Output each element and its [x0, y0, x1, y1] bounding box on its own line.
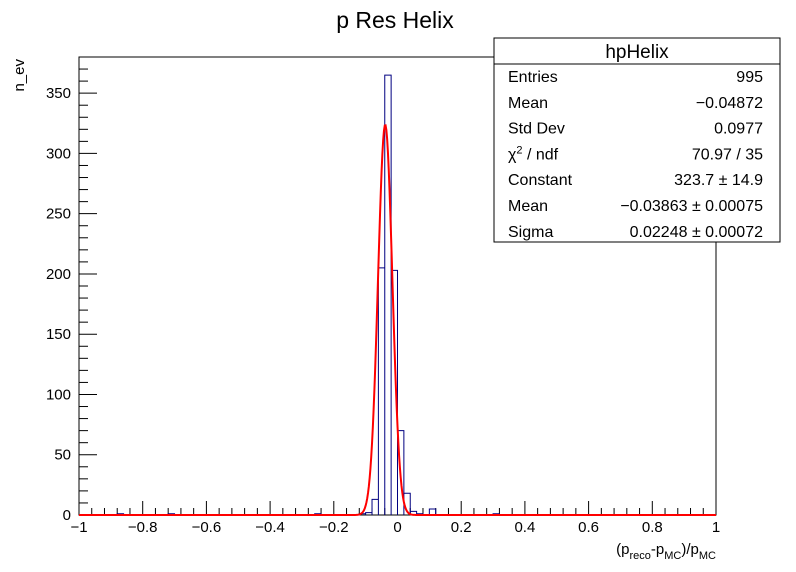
x-tick-label: 1: [712, 519, 720, 536]
x-tick-label: 0.2: [451, 519, 472, 536]
stats-box: hpHelix Entries 995 Mean −0.04872 Std Dev 0.0…: [493, 37, 781, 243]
x-axis-label-part: )/p: [681, 541, 699, 558]
stats-rows: Entries 995 Mean −0.04872 Std Dev 0.0977 χ2 / …: [508, 69, 763, 241]
y-tick-label: 350: [46, 85, 71, 102]
x-tick-label: −0.2: [319, 519, 349, 536]
stats-row-value: 0.02248 ± 0.00072: [630, 224, 763, 241]
y-tick-label: 300: [46, 145, 71, 162]
y-axis-ticks: 0 50 100 150 200 250 300 350: [46, 68, 97, 524]
x-axis-label-part: (p: [616, 541, 629, 558]
stats-row-value: 70.97 / 35: [692, 146, 763, 163]
y-tick-label: 250: [46, 206, 71, 223]
stats-row-label: Sigma: [508, 224, 553, 241]
stats-label-text: χ: [508, 146, 517, 163]
x-tick-label: −1: [70, 519, 87, 536]
x-tick-label: −0.8: [128, 519, 158, 536]
x-axis-label: (preco-pMC)/pMC: [616, 541, 716, 562]
x-axis-ticks: −1 −0.8 −0.6 −0.4 −0.2 0 0.2 0.4 0.6 0.8 1: [70, 501, 720, 536]
stats-row-label: χ2 / ndf: [508, 144, 559, 163]
gaussian-fit-curve: [79, 124, 716, 516]
stats-box-title: hpHelix: [605, 42, 669, 63]
stats-row-label: Std Dev: [508, 121, 565, 138]
y-tick-label: 150: [46, 326, 71, 343]
x-tick-label: 0: [393, 519, 401, 536]
x-axis-label-subscript: MC: [664, 550, 681, 562]
stats-row-value: −0.04872: [696, 95, 763, 112]
fit-curve: [79, 124, 716, 516]
stats-label-text: Mean: [508, 198, 548, 215]
stats-row-value: 995: [736, 69, 763, 86]
y-axis-label: n_ev: [11, 59, 28, 92]
x-tick-label: 0.4: [514, 519, 535, 536]
stats-row-label: Constant: [508, 172, 573, 189]
y-tick-label: 200: [46, 266, 71, 283]
stats-row-value: 323.7 ± 14.9: [674, 172, 763, 189]
chart-title: p Res Helix: [336, 7, 454, 33]
x-axis-label-subscript: reco: [630, 550, 651, 562]
stats-label-text: Std Dev: [508, 121, 565, 138]
x-tick-label: 0.8: [642, 519, 663, 536]
stats-row-label: Entries: [508, 69, 558, 86]
x-axis-label-subscript: MC: [699, 550, 716, 562]
y-tick-label: 0: [63, 507, 71, 524]
y-tick-label: 100: [46, 386, 71, 403]
histogram-bin: [372, 499, 378, 515]
stats-label-superscript: 2: [516, 144, 522, 156]
stats-row-value: −0.03863 ± 0.00075: [620, 198, 763, 215]
y-tick-label: 50: [54, 447, 71, 464]
stats-label-text: Sigma: [508, 224, 553, 241]
stats-label-text: / ndf: [523, 146, 559, 163]
stats-row-value: 0.0977: [714, 121, 763, 138]
x-tick-label: 0.6: [578, 519, 599, 536]
stats-row-label: Mean: [508, 198, 548, 215]
stats-row-label: Mean: [508, 95, 548, 112]
stats-label-text: Entries: [508, 69, 558, 86]
x-tick-label: −0.6: [192, 519, 222, 536]
x-tick-label: −0.4: [255, 519, 285, 536]
stats-label-text: Constant: [508, 172, 573, 189]
histogram-bin: [378, 268, 384, 515]
x-axis-label-part: -p: [651, 541, 664, 558]
stats-label-text: Mean: [508, 95, 548, 112]
